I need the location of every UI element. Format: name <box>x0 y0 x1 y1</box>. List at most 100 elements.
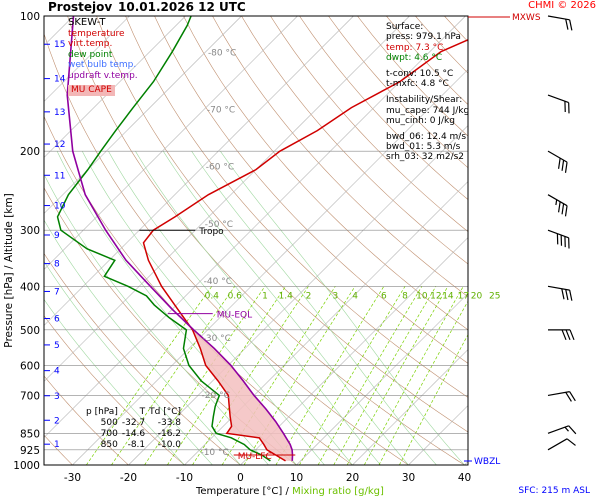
barb-feather <box>568 237 570 249</box>
altitude-tick-label: 9 <box>54 231 60 241</box>
legend-item-updraft: updraft v.temp. <box>68 70 138 81</box>
dry-adiabat <box>96 16 468 433</box>
pressure-tick-label: 100 <box>20 11 40 23</box>
mixing-ratio-label: 1 <box>262 291 268 301</box>
barb-feather <box>561 329 567 341</box>
table-row: 850 -8.1 -10.0 <box>86 440 185 451</box>
cape-fill-layer <box>178 315 293 461</box>
table-header-td: Td [°C] <box>149 407 182 417</box>
mu-lfc-label: MU-LFC <box>238 452 272 462</box>
table-cell: 500 <box>100 418 118 428</box>
barb-staff <box>547 425 569 434</box>
barb-feather <box>565 329 571 341</box>
mixing-ratio-label: 0.4 <box>205 291 220 301</box>
temp-tick-label: -10 <box>176 472 193 484</box>
table-row: 700 -14.6 -16.2 <box>86 429 185 440</box>
isotherm-label: -40 °C <box>204 277 232 287</box>
temp-tick-label: 20 <box>346 472 359 484</box>
mixing-ratio-line <box>333 286 437 465</box>
table-cell: -8.1 <box>127 440 146 450</box>
barb-staff <box>547 150 568 163</box>
wind-barb <box>547 425 577 435</box>
dry-adiabat <box>183 16 468 331</box>
legend-item-wet-bulb: wet bulb temp. <box>68 60 137 70</box>
bwd06-value: bwd_06: 12.4 m/s <box>386 131 467 142</box>
isotherm-label: -70 °C <box>207 106 235 116</box>
pressure-tick-label: 700 <box>20 390 40 402</box>
wind-barb <box>547 15 573 31</box>
surface-tmxfc: t-mxfc: 4.8 °C <box>386 79 449 90</box>
barb-feather <box>560 234 563 246</box>
isotherm-label: -30 °C <box>203 334 231 344</box>
barb-staff <box>547 94 569 104</box>
surface-temp: temp: 7.3 °C <box>386 42 444 53</box>
temperature-line <box>142 39 468 462</box>
barb-half-feather <box>555 199 558 206</box>
pressure-tick-label: 200 <box>20 146 40 158</box>
srh03-value: srh_03: 32 m2/s2 <box>386 152 465 163</box>
surface-tconv: t-conv: 10.5 °C <box>386 68 454 79</box>
label-layer: -80 °C -70 °C -60 °C -50 °C -40 °C -30 °C -20 … <box>3 13 541 467</box>
table-cell: -14.6 <box>121 429 146 439</box>
barb-staff <box>547 285 570 291</box>
surface-altitude: SFC: 215 m ASL <box>518 486 590 496</box>
barb-feather <box>569 19 573 31</box>
barb-feather <box>564 162 568 173</box>
altitude-tick-label: 2 <box>54 416 60 426</box>
barb-feather <box>568 425 577 435</box>
isotherm <box>44 16 410 382</box>
mixing-ratio-label: 25 <box>489 291 500 301</box>
altitude-tick-label: 12 <box>54 140 65 150</box>
dry-adiabat <box>270 16 468 233</box>
mixing-ratio-label: 20 <box>471 291 483 301</box>
table-cell: -33.8 <box>157 418 182 428</box>
plot-frame <box>43 15 469 466</box>
barb-feather <box>561 203 565 215</box>
barb-feather <box>557 158 561 169</box>
isotherm <box>128 125 468 465</box>
isotherm <box>184 181 468 465</box>
isotherm-label: -50 °C <box>205 220 233 230</box>
barb-feather <box>569 329 575 341</box>
isotherm <box>44 16 130 102</box>
wind-barb <box>547 438 576 451</box>
isotherm <box>44 16 466 438</box>
isotherm-label: -60 °C <box>206 163 234 173</box>
legend: SKEW-T temperature virt.temp. dew point … <box>68 17 138 96</box>
pressure-tick-label: 400 <box>20 281 40 293</box>
table-cell: -32.7 <box>121 418 146 428</box>
level-table: p [hPa] T Td [°C] 500 -32.7 -33.8 700 -1… <box>86 407 185 451</box>
isotherm <box>240 237 468 465</box>
x-label-temperature: Temperature [°C] <box>196 486 283 497</box>
wbzl-label: WBZL <box>474 457 500 467</box>
dry-adiabat <box>473 16 600 465</box>
dry-adiabat <box>212 16 468 298</box>
barb-feather <box>564 101 566 113</box>
wind-barb <box>547 285 573 301</box>
dry-adiabat <box>531 16 600 465</box>
pressure-tick-label: 925 <box>20 445 40 457</box>
barb-feather <box>564 205 568 217</box>
isotherm <box>352 349 468 465</box>
barb-feather <box>561 288 565 300</box>
pressure-tick-label: 300 <box>20 225 40 237</box>
legend-title: SKEW-T <box>68 17 106 28</box>
mixing-ratio-line <box>378 300 468 465</box>
legend-item-virt-temp: virt.temp. <box>68 39 113 49</box>
profile-lines <box>56 16 468 462</box>
station-name: Prostejov <box>48 0 113 14</box>
copyright: CHMI © 2026 <box>528 0 596 11</box>
mu-eql-label: MU-EQL <box>217 311 252 321</box>
isotherm <box>44 16 354 326</box>
mixing-ratio-label: 14 <box>442 291 454 301</box>
isotherm <box>296 293 468 465</box>
isotherm <box>44 16 242 214</box>
table-row: 500 -32.7 -33.8 <box>86 418 185 429</box>
table-cell: -10.0 <box>157 440 182 450</box>
barb-feather <box>565 19 569 30</box>
temp-tick-label: 40 <box>458 472 471 484</box>
barb-feather <box>568 102 570 114</box>
dry-adiabat <box>241 16 468 265</box>
